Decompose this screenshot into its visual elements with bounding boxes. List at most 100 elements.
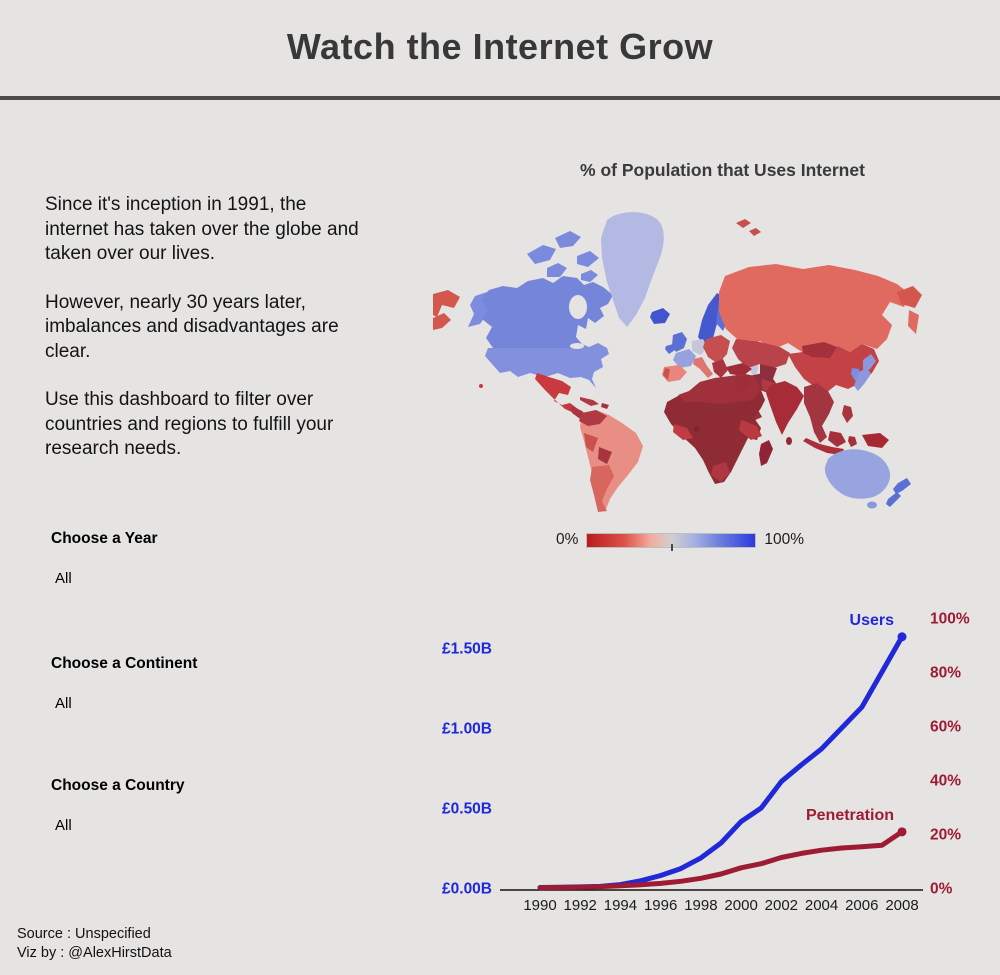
intro-paragraph-1: Since it's inception in 1991, the intern… [45, 194, 359, 264]
right-axis-tick: 60% [930, 719, 961, 736]
map-region-brazil[interactable] [580, 410, 643, 509]
map-region-australia[interactable] [824, 449, 891, 499]
map-region-russia-west-tip[interactable] [433, 290, 460, 317]
hudson-bay [569, 295, 587, 319]
map-region-horn-of-africa[interactable] [739, 420, 762, 440]
filter-year-dropdown[interactable]: All [55, 570, 72, 587]
header-divider [0, 96, 1000, 100]
map-region-bolivia-paraguay[interactable] [598, 447, 612, 464]
series-line-penetration[interactable] [537, 829, 905, 891]
legend-min-label: 0% [556, 531, 579, 548]
map-region-canadian-arctic[interactable] [577, 251, 599, 267]
map-region-india[interactable] [766, 381, 804, 435]
map-region-tasmania[interactable] [867, 501, 877, 509]
map-region-eastern-europe[interactable] [703, 335, 730, 364]
credit-note: Viz by : @AlexHirstData [17, 945, 172, 961]
map-region-greenland[interactable] [601, 212, 664, 327]
map-region-usa[interactable] [485, 343, 609, 388]
filter-continent-label: Choose a Continent [51, 655, 198, 672]
map-region-russia-west-tip[interactable] [433, 313, 451, 330]
map-region-canadian-arctic[interactable] [581, 270, 598, 282]
right-axis-tick: 100% [930, 611, 970, 628]
series-label-penetration: Penetration [806, 807, 894, 824]
map-region-chukotka[interactable] [897, 286, 922, 308]
legend-max-label: 100% [764, 531, 805, 548]
map-region-north-africa[interactable] [678, 374, 761, 404]
map-region-gulf-island[interactable] [694, 426, 700, 432]
map-region-italy[interactable] [693, 357, 713, 378]
filter-year: Choose a Year All [51, 530, 351, 587]
map-region-hawaii[interactable] [479, 384, 483, 388]
map-region-canadian-arctic[interactable] [527, 245, 556, 264]
map-region-canada[interactable] [481, 276, 613, 348]
map-region-kamchatka[interactable] [908, 310, 919, 334]
x-axis-tick: 2002 [765, 897, 798, 914]
map-region-mexico[interactable] [535, 373, 578, 413]
x-axis-tick: 2000 [724, 897, 757, 914]
series-endpoint-users[interactable] [897, 632, 907, 642]
map-region-sri-lanka[interactable] [786, 437, 792, 445]
users-penetration-chart[interactable]: £0.00B £0.50B £1.00B £1.50B 0% 20% 40% 60% 80% 10… [430, 600, 1000, 920]
map-region-ireland[interactable] [665, 344, 675, 354]
map-region-south-africa[interactable] [711, 462, 730, 482]
map-region-uk[interactable] [672, 332, 687, 352]
map-region-portugal[interactable] [663, 368, 670, 380]
map-region-hispaniola[interactable] [601, 403, 609, 409]
x-axis-tick: 1994 [604, 897, 637, 914]
map-region-france[interactable] [673, 349, 696, 368]
x-axis-tick: 1990 [523, 897, 556, 914]
map-region-borneo[interactable] [828, 431, 846, 447]
map-region-madagascar[interactable] [759, 440, 773, 466]
map-color-legend: 0% 100% [556, 531, 805, 551]
map-region-indonesia[interactable] [803, 438, 844, 455]
great-lakes [570, 343, 584, 349]
map-region-cuba[interactable] [580, 397, 599, 406]
map-region-venezuela-colombia[interactable] [579, 410, 607, 426]
map-region-egypt[interactable] [734, 376, 751, 392]
map-region-svalbard[interactable] [736, 219, 751, 228]
left-axis-tick: £0.00B [442, 881, 492, 898]
map-region-germany[interactable] [692, 339, 707, 355]
map-region-peru[interactable] [584, 433, 598, 452]
filter-country: Choose a Country All [51, 777, 351, 834]
series-label-users: Users [850, 612, 895, 629]
map-region-west-africa[interactable] [673, 424, 693, 440]
filter-continent-dropdown[interactable]: All [55, 695, 72, 712]
map-region-philippines[interactable] [842, 405, 853, 423]
left-axis-tick: £0.50B [442, 801, 492, 818]
map-region-iceland[interactable] [650, 308, 670, 324]
filter-year-label: Choose a Year [51, 530, 158, 547]
x-axis-tick: 2004 [805, 897, 838, 914]
right-axis-tick: 80% [930, 665, 961, 682]
intro-paragraph-2: However, nearly 30 years later, imbalanc… [45, 291, 339, 362]
map-region-canadian-arctic[interactable] [547, 263, 567, 277]
filter-country-label: Choose a Country [51, 777, 185, 794]
map-region-new-zealand[interactable] [886, 492, 901, 507]
map-region-new-zealand[interactable] [893, 478, 911, 494]
right-axis-tick: 0% [930, 881, 953, 898]
x-axis-tick: 1996 [644, 897, 677, 914]
right-axis-tick: 40% [930, 773, 961, 790]
map-region-japan[interactable] [863, 354, 876, 373]
map-region-se-asia[interactable] [804, 383, 834, 443]
series-endpoint-penetration[interactable] [897, 827, 907, 837]
page-title: Watch the Internet Grow [286, 26, 714, 67]
map-region-argentina-chile[interactable] [590, 465, 614, 512]
map-region-new-guinea[interactable] [862, 433, 889, 448]
map-region-balkans[interactable] [712, 359, 728, 378]
map-region-russia[interactable] [719, 264, 910, 354]
map-region-canadian-arctic[interactable] [555, 231, 581, 248]
map-region-svalbard[interactable] [749, 228, 761, 236]
source-note: Source : Unspecified [17, 926, 151, 942]
world-map[interactable] [431, 196, 991, 526]
map-region-sulawesi[interactable] [848, 436, 857, 447]
map-region-central-asia[interactable] [732, 339, 790, 368]
legend-center-tick [671, 543, 674, 551]
intro-text: Since it's inception in 1991, the intern… [45, 193, 370, 486]
map-region-mongolia[interactable] [802, 342, 837, 358]
left-axis-tick: £1.50B [442, 641, 492, 658]
filter-country-dropdown[interactable]: All [55, 817, 72, 834]
x-axis-tick: 2006 [845, 897, 878, 914]
map-region-turkey[interactable] [726, 363, 752, 376]
map-region-japan[interactable] [854, 368, 871, 391]
